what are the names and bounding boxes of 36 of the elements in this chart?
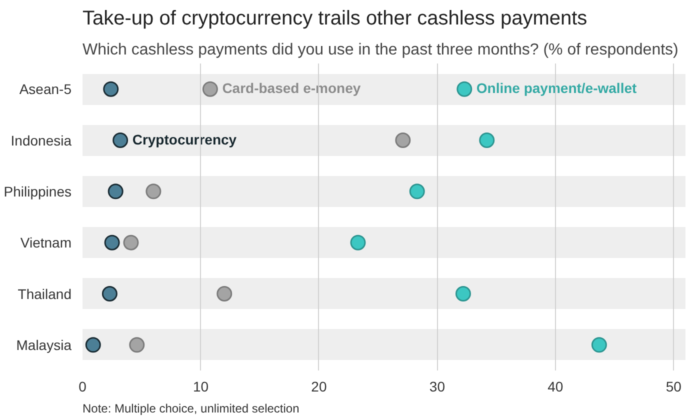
- chart-title: Take-up of cryptocurrency trails other cashless payments: [82, 8, 588, 30]
- point: [85, 337, 101, 353]
- y-tick-label: Vietnam: [20, 234, 72, 251]
- x-tick-label: 10: [192, 378, 209, 394]
- x-tick-label: 50: [666, 378, 682, 394]
- point: [108, 184, 124, 200]
- x-tick-label: 20: [311, 378, 327, 394]
- point: [103, 81, 119, 97]
- series-label: Online payment/e-wallet: [476, 80, 637, 96]
- point: [202, 81, 218, 97]
- series-label: Cryptocurrency: [132, 131, 237, 148]
- point: [216, 286, 232, 302]
- x-tick-label: 40: [548, 378, 564, 394]
- point: [350, 234, 366, 250]
- y-tick-label: Malaysia: [16, 336, 72, 353]
- y-tick-label: Thailand: [18, 286, 72, 302]
- series-label: Card-based e-money: [222, 80, 361, 96]
- point: [129, 337, 145, 353]
- x-tick-label: 0: [78, 378, 87, 394]
- x-tick-label: 30: [429, 378, 446, 394]
- point: [102, 286, 118, 302]
- y-tick-label: Philippines: [4, 183, 72, 200]
- point: [123, 234, 139, 250]
- point: [479, 132, 495, 148]
- point: [455, 286, 471, 302]
- chart-subtitle: Which cashless payments did you use in the past three months? (% of respondents): [82, 42, 678, 58]
- point: [146, 184, 162, 200]
- text: Note: Multiple choice, unlimited selection: [82, 402, 300, 416]
- point: [456, 81, 472, 97]
- point: [104, 234, 120, 250]
- point: [409, 184, 425, 200]
- point: [395, 132, 411, 148]
- y-tick-label: Indonesia: [10, 132, 72, 148]
- y-tick-label: Asean-5: [19, 81, 72, 98]
- point: [591, 337, 607, 353]
- point: [112, 132, 128, 148]
